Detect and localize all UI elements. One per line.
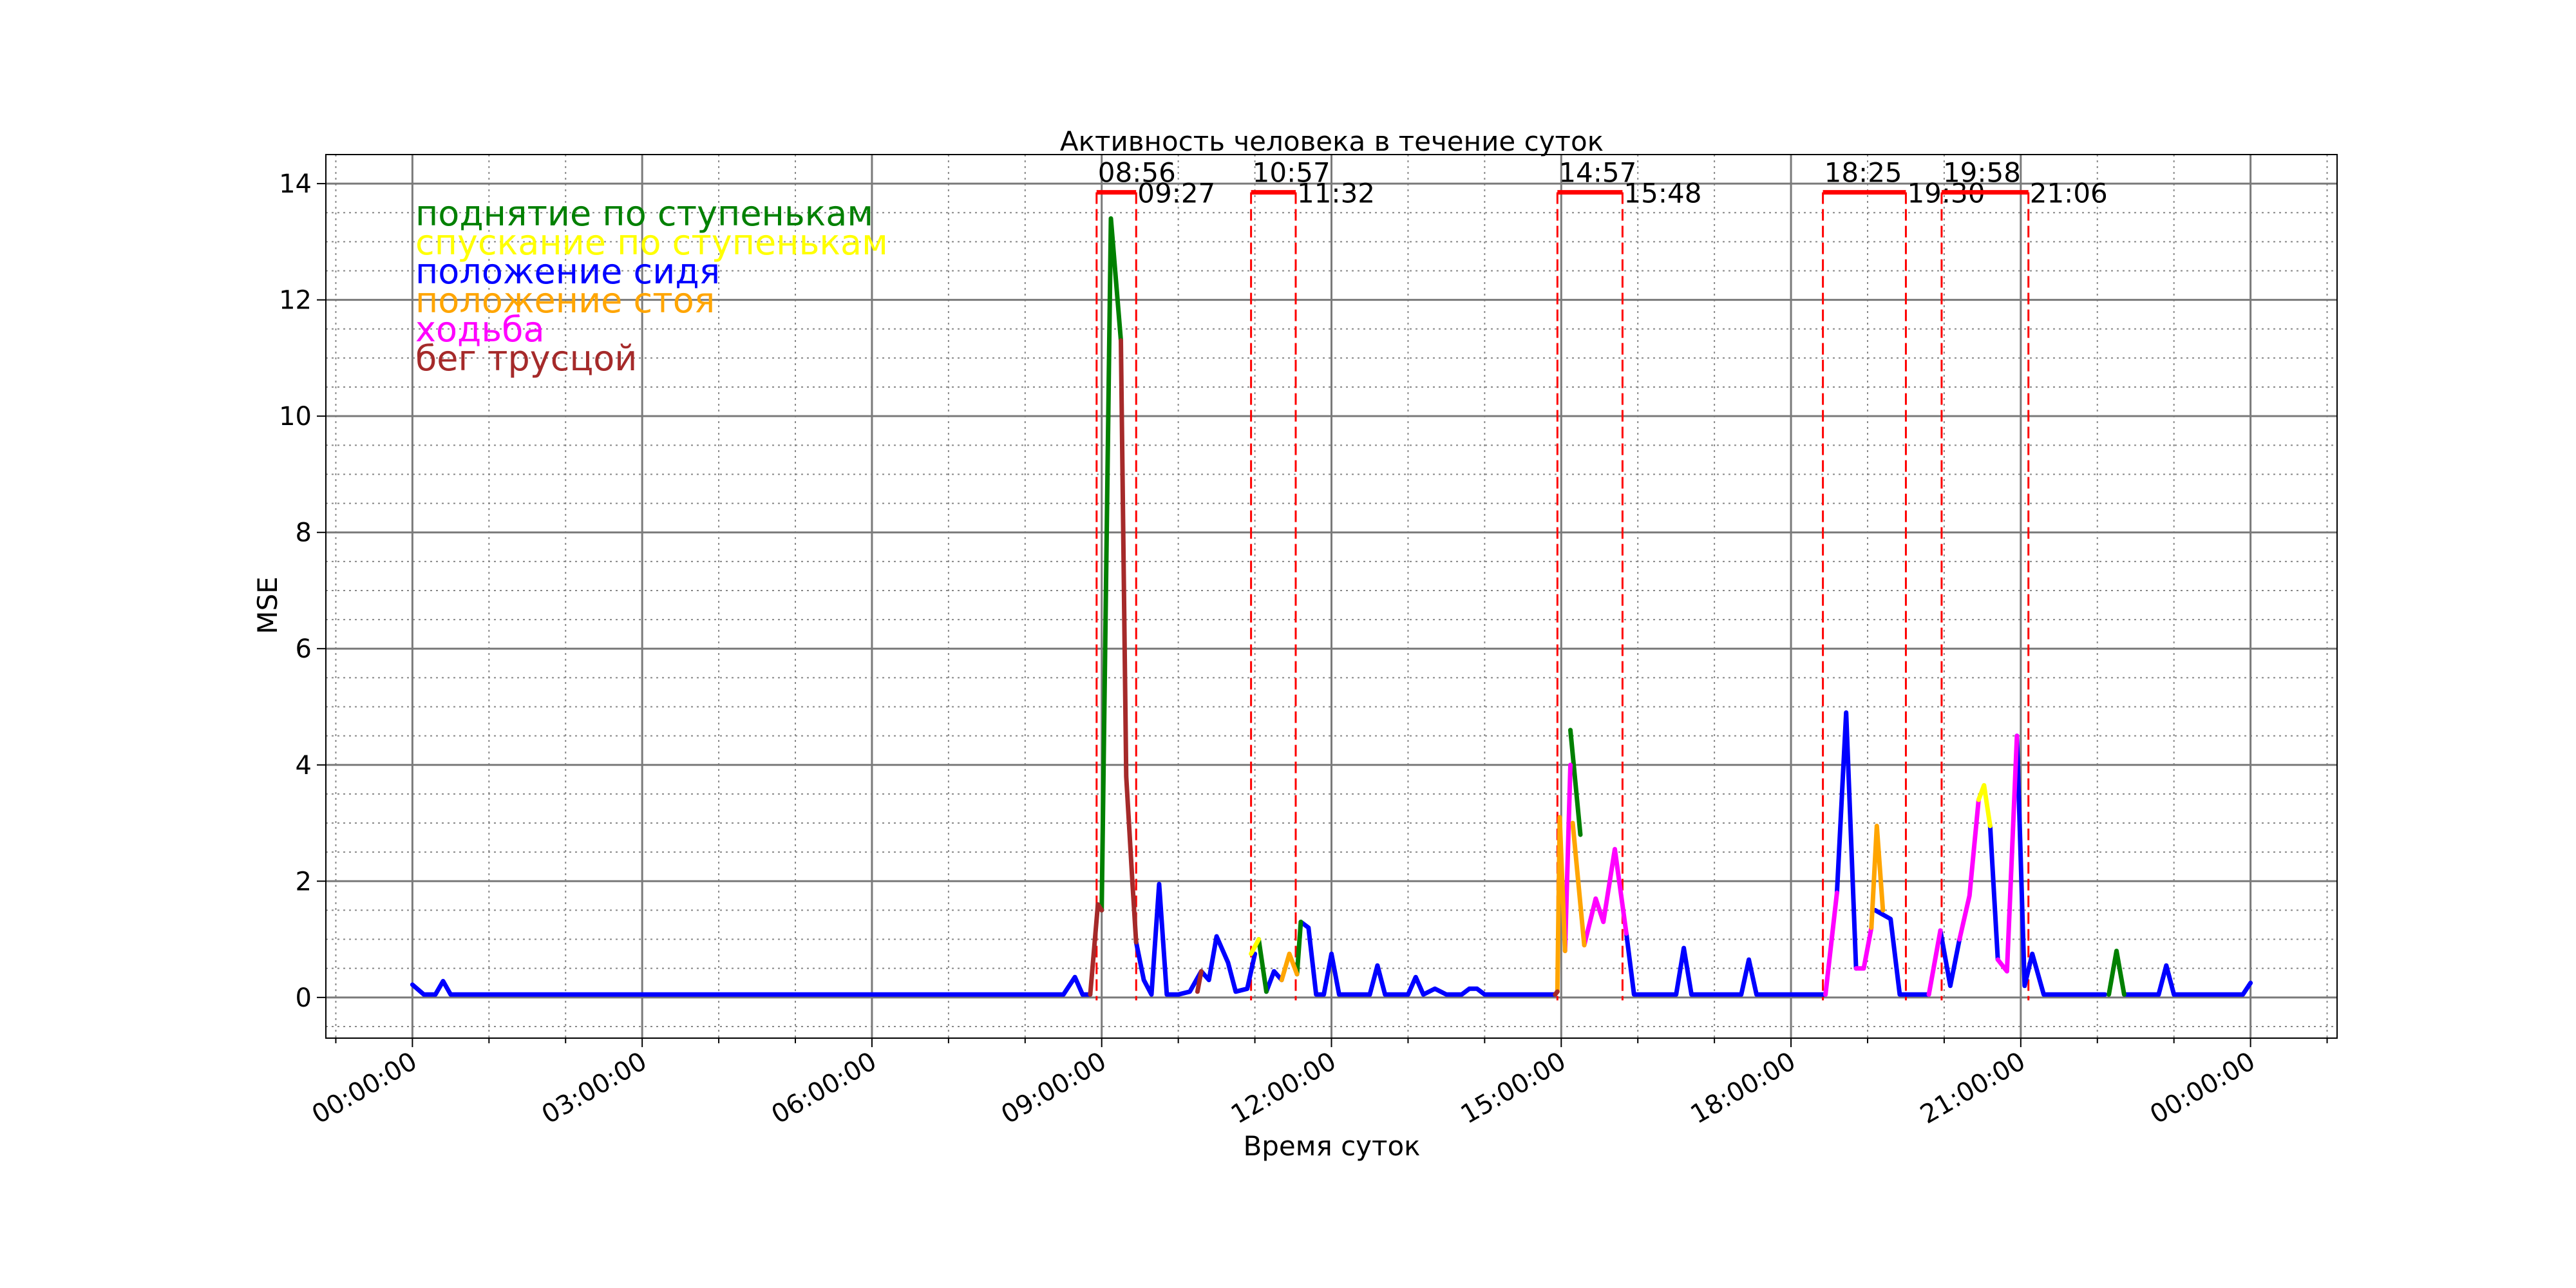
series-line — [1119, 338, 1139, 945]
activity-period-markers: 08:5609:2710:5711:3214:5715:4818:2519:30… — [1095, 157, 2108, 1001]
x-tick-label: 15:00:00 — [1456, 1046, 1571, 1130]
series-line — [1995, 734, 2020, 974]
x-tick-label: 03:00:00 — [537, 1046, 652, 1130]
y-tick-label: 4 — [296, 751, 312, 781]
series-line — [1555, 815, 1567, 994]
chart-title: Активность человека в течение суток — [1060, 126, 1604, 157]
x-tick-label: 00:00:00 — [2145, 1046, 2260, 1130]
x-axis-label: Время суток — [1243, 1130, 1420, 1162]
x-tick-label: 09:00:00 — [996, 1046, 1112, 1130]
series-line — [1869, 824, 1886, 930]
series-line — [1957, 797, 1981, 942]
period-end-label: 11:32 — [1297, 178, 1375, 209]
series-line — [1834, 710, 1859, 971]
y-tick-label: 0 — [296, 983, 312, 1013]
period-end-label: 09:27 — [1137, 178, 1215, 209]
series-line — [1823, 890, 1839, 997]
period-start-label: 10:57 — [1253, 157, 1331, 189]
series-line — [1264, 969, 1284, 994]
x-tick-label: 18:00:00 — [1685, 1046, 1801, 1130]
series-line — [1249, 937, 1261, 956]
y-tick-label: 8 — [296, 518, 312, 548]
x-tick-label: 21:00:00 — [1915, 1046, 2031, 1130]
period-start-label: 14:57 — [1558, 157, 1636, 189]
legend-entry: положение стоя — [415, 280, 715, 321]
series-line — [410, 974, 1093, 997]
series-line — [1298, 920, 1558, 997]
series-line — [1570, 820, 1587, 948]
y-tick-label: 2 — [296, 867, 312, 896]
series-line — [1568, 728, 1583, 837]
series-line — [1624, 931, 1828, 997]
x-tick-label: 00:00:00 — [307, 1046, 422, 1130]
period-end-label: 21:06 — [2030, 178, 2108, 209]
y-tick-label: 10 — [279, 402, 312, 431]
y-tick-label: 12 — [279, 286, 312, 316]
period-start-label: 08:56 — [1098, 157, 1176, 189]
series-line — [1976, 782, 1993, 828]
series-line — [1256, 937, 1269, 994]
series-line — [1853, 925, 1874, 971]
y-tick-label: 14 — [279, 169, 312, 199]
x-tick-label: 06:00:00 — [766, 1046, 882, 1130]
legend-entry: бег трусцой — [415, 338, 637, 379]
series-line — [1938, 928, 1962, 989]
period-start-label: 18:25 — [1824, 157, 1902, 189]
series-line — [2121, 963, 2253, 997]
legend-entry: поднятие по ступенькам — [415, 193, 873, 234]
data-series — [410, 216, 2253, 997]
series-line — [1133, 882, 1258, 997]
series-line — [1582, 847, 1629, 948]
series-line — [1195, 969, 1204, 994]
series-line — [2014, 734, 2108, 997]
series-line — [1099, 216, 1123, 913]
series-line — [1088, 902, 1104, 997]
x-tick-label: 12:00:00 — [1226, 1046, 1341, 1130]
period-end-label: 15:48 — [1624, 178, 1701, 209]
series-line — [1926, 928, 1943, 997]
series-line — [2107, 949, 2126, 997]
series-line — [1294, 920, 1303, 977]
series-line — [1987, 824, 2000, 962]
period-start-label: 19:58 — [1943, 157, 2021, 189]
series-line — [1279, 951, 1300, 983]
legend-entry: ходьба — [415, 309, 545, 350]
series-line — [1873, 907, 1931, 997]
series-line — [1553, 989, 1560, 997]
y-tick-label: 6 — [296, 634, 312, 664]
legend-entry: положение сидя — [415, 251, 720, 292]
y-axis-label: MSE — [252, 576, 283, 634]
legend-entry: спускание по ступенькам — [415, 222, 888, 263]
